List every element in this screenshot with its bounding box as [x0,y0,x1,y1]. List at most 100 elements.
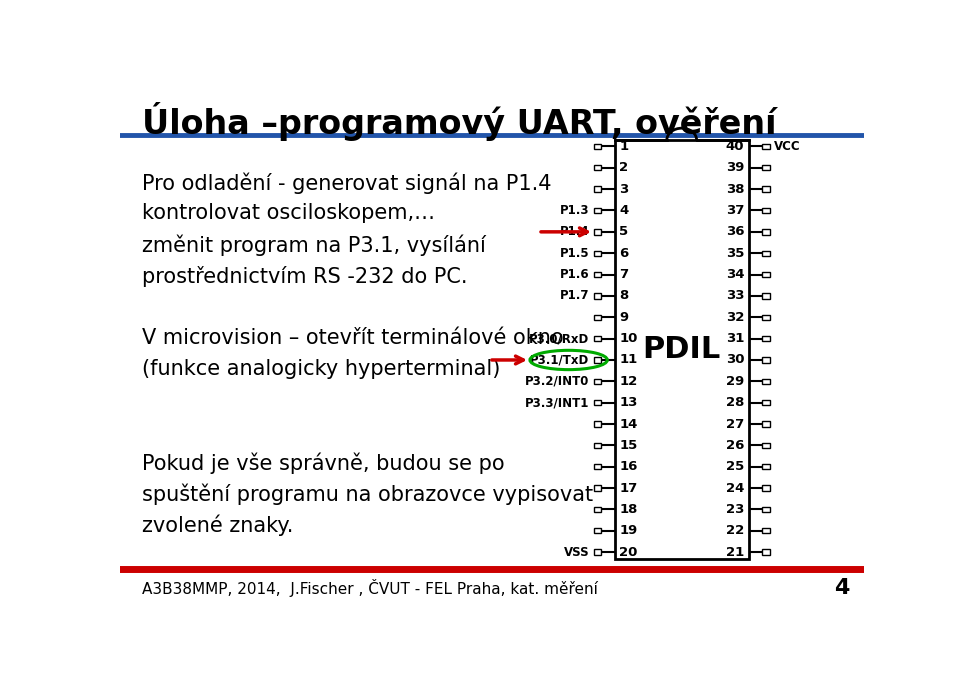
Bar [594,229,601,234]
Text: 22: 22 [726,524,744,537]
Text: spuštění programu na obrazovce vypisovat: spuštění programu na obrazovce vypisovat [142,484,593,505]
Bar [762,229,770,234]
Bar [594,400,601,406]
Text: 36: 36 [726,225,744,238]
Text: 34: 34 [726,268,744,281]
Bar [594,144,601,149]
Bar [594,485,601,491]
Bar [594,549,601,555]
Bar [762,464,770,470]
Bar [594,336,601,342]
Bar [762,485,770,491]
Text: P3.2/INT0: P3.2/INT0 [525,375,589,388]
Bar [594,187,601,192]
Bar [762,528,770,533]
Text: 25: 25 [726,460,744,473]
Bar [594,165,601,171]
Bar [762,187,770,192]
Text: P3.0/RxD: P3.0/RxD [529,332,589,345]
Text: 9: 9 [619,311,629,324]
Text: 26: 26 [726,439,744,452]
Text: 19: 19 [619,524,637,537]
Bar [594,250,601,256]
Text: 39: 39 [726,161,744,174]
Bar [762,336,770,342]
Text: 2: 2 [619,161,629,174]
Text: 18: 18 [619,503,637,516]
Text: Úloha –programový UART, ověření: Úloha –programový UART, ověření [142,102,777,141]
Text: 29: 29 [726,375,744,388]
Text: 40: 40 [726,140,744,153]
Text: Pro odladění - generovat signál na P1.4: Pro odladění - generovat signál na P1.4 [142,172,552,194]
Text: 13: 13 [619,396,637,409]
Bar [762,293,770,298]
Text: 12: 12 [619,375,637,388]
Text: A3B38MMP, 2014,  J.Fischer , ČVUT - FEL Praha, kat. měření: A3B38MMP, 2014, J.Fischer , ČVUT - FEL P… [142,579,598,597]
Bar [762,422,770,427]
Text: 21: 21 [726,546,744,559]
Text: 14: 14 [619,418,637,431]
Bar [594,464,601,470]
Text: 37: 37 [726,204,744,217]
Bar [594,422,601,427]
Text: prostřednictvím RS -232 do PC.: prostřednictvím RS -232 do PC. [142,266,468,286]
Bar [594,314,601,320]
Text: 3: 3 [619,183,629,196]
Bar [762,400,770,406]
Text: P1.3: P1.3 [560,204,589,217]
Bar [594,272,601,277]
Text: 23: 23 [726,503,744,516]
Text: 6: 6 [619,247,629,260]
Text: kontrolovat osciloskopem,…: kontrolovat osciloskopem,… [142,204,435,223]
Text: P1.4: P1.4 [560,225,589,238]
Text: 11: 11 [619,353,637,367]
Text: (funkce analogicky hyperterminal): (funkce analogicky hyperterminal) [142,359,501,379]
Bar [594,507,601,512]
Text: P3.3/INT1: P3.3/INT1 [525,396,589,409]
Bar [762,507,770,512]
Bar [762,144,770,149]
Bar [762,272,770,277]
Text: 1: 1 [619,140,629,153]
Bar [762,358,770,362]
Text: 24: 24 [726,482,744,495]
Text: 27: 27 [726,418,744,431]
Text: 4: 4 [833,578,849,598]
Text: 16: 16 [619,460,637,473]
Text: VSS: VSS [564,546,589,559]
Text: 32: 32 [726,311,744,324]
Text: 28: 28 [726,396,744,409]
Text: PDIL: PDIL [642,335,721,364]
Bar [762,208,770,213]
Text: P3.1/TxD: P3.1/TxD [530,353,589,367]
Text: 38: 38 [726,183,744,196]
Bar [594,208,601,213]
Bar [762,314,770,320]
Text: změnit program na P3.1, vysílání: změnit program na P3.1, vysílání [142,234,486,256]
Bar [762,378,770,384]
Bar [762,250,770,256]
Text: 30: 30 [726,353,744,367]
Text: P1.6: P1.6 [560,268,589,281]
Text: 8: 8 [619,289,629,302]
Text: 15: 15 [619,439,637,452]
Text: VCC: VCC [774,140,801,153]
Bar [594,378,601,384]
Bar [762,165,770,171]
Text: P1.5: P1.5 [560,247,589,260]
Text: zvolené znaky.: zvolené znaky. [142,514,294,536]
Bar [594,358,601,362]
Bar [762,443,770,448]
Text: 5: 5 [619,225,629,238]
Text: 17: 17 [619,482,637,495]
Bar [594,528,601,533]
Text: Pokud je vše správně, budou se po: Pokud je vše správně, budou se po [142,452,505,474]
Text: 35: 35 [726,247,744,260]
Bar [594,293,601,298]
Text: 33: 33 [726,289,744,302]
Text: 4: 4 [619,204,629,217]
Bar [594,443,601,448]
Bar [614,140,749,558]
Text: 7: 7 [619,268,629,281]
Text: V microvision – otevřít terminálové okno: V microvision – otevřít terminálové okno [142,328,564,348]
